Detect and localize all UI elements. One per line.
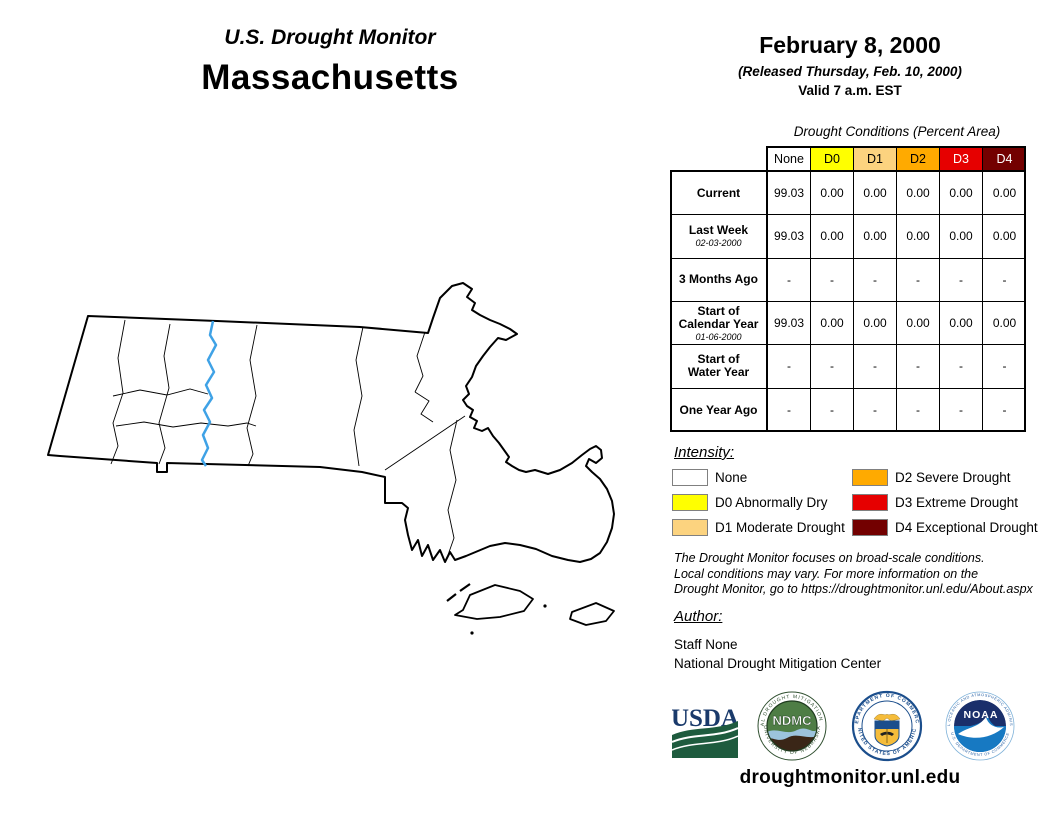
elizabeth-islands — [446, 583, 471, 602]
row-label-one-year-ago: One Year Ago — [670, 388, 768, 432]
release-date: (Released Thursday, Feb. 10, 2000) — [738, 64, 962, 79]
value-cell: 0.00 — [983, 302, 1026, 346]
valid-time: Valid 7 a.m. EST — [798, 83, 902, 98]
value-cell: 0.00 — [897, 215, 940, 259]
intensity-title: Intensity: — [674, 444, 735, 461]
row-label-start-calendar-year: Start of Calendar Year 01-06-2000 — [670, 301, 768, 346]
doc-eagle — [873, 713, 901, 722]
value-cell: - — [897, 388, 940, 432]
value-cell: - — [768, 345, 811, 389]
connecticut-river — [200, 320, 218, 467]
small-island — [470, 631, 474, 635]
disclaimer-text: The Drought Monitor focuses on broad-sca… — [674, 551, 1033, 596]
ndmc-logo: NATIONAL DROUGHT MITIGATION CENTER UNIVE… — [756, 690, 828, 762]
value-cell: - — [940, 258, 983, 302]
value-cell: 99.03 — [768, 172, 811, 216]
value-cell: 0.00 — [854, 215, 897, 259]
small-island — [543, 604, 547, 608]
column-header-d1: D1 — [854, 146, 897, 172]
d1-swatch — [672, 519, 708, 536]
legend-item-none: None — [672, 468, 747, 487]
column-header-none: None — [768, 146, 811, 172]
value-cell: 0.00 — [811, 301, 854, 346]
table-caption: Drought Conditions (Percent Area) — [793, 124, 1001, 139]
table-corner-blank — [670, 146, 768, 172]
row-label-last-week: Last Week 02-03-2000 — [670, 215, 768, 259]
value-cell: - — [768, 258, 811, 302]
legend-item-d1: D1 Moderate Drought — [672, 518, 845, 537]
row-label-start-water-year: Start of Water Year — [670, 345, 768, 389]
value-cell: 0.00 — [940, 172, 983, 216]
d0-swatch — [672, 494, 708, 511]
value-cell: 0.00 — [897, 172, 940, 216]
title-block: U.S. Drought Monitor Massachusetts — [40, 26, 620, 98]
state-name: Massachusetts — [201, 58, 459, 97]
value-cell: - — [983, 259, 1026, 302]
value-cell: 0.00 — [854, 172, 897, 216]
none-swatch — [672, 469, 708, 486]
d2-swatch — [852, 469, 888, 486]
legend-item-d3: D3 Extreme Drought — [852, 493, 1018, 512]
doc-shield — [874, 720, 900, 747]
value-cell: 0.00 — [811, 215, 854, 259]
value-cell: - — [940, 345, 983, 389]
column-header-d2: D2 — [897, 146, 940, 172]
value-cell: - — [854, 345, 897, 389]
drought-conditions-table: None D0 D1 D2 D3 D4 Current 99.03 0.00 0… — [670, 146, 1026, 432]
author-organization: National Drought Mitigation Center — [674, 656, 882, 671]
commerce-seal-logo: DEPARTMENT OF COMMERCE UNITED STATES OF … — [851, 690, 923, 762]
value-cell: - — [1002, 403, 1007, 418]
column-header-d3: D3 — [940, 146, 983, 172]
value-cell: - — [854, 388, 897, 432]
legend-item-d0: D0 Abnormally Dry — [672, 493, 828, 512]
column-header-d0: D0 — [811, 146, 854, 172]
noaa-logo: NATIONAL OCEANIC AND ATMOSPHERIC ADMINIS… — [944, 690, 1016, 762]
author-name: Staff None — [674, 637, 738, 652]
value-cell: - — [854, 258, 897, 302]
value-cell: - — [768, 388, 811, 432]
site-url: droughtmonitor.unl.edu — [739, 767, 961, 788]
value-cell: 0.00 — [983, 172, 1026, 216]
value-cell: - — [897, 345, 940, 389]
legend-item-d2: D2 Severe Drought — [852, 468, 1011, 487]
value-cell: - — [811, 388, 854, 432]
value-cell: 0.00 — [854, 301, 897, 346]
value-cell: 99.03 — [768, 301, 811, 346]
map-date: February 8, 2000 — [759, 32, 941, 58]
nantucket-island — [569, 602, 615, 626]
state-outline — [47, 282, 615, 563]
noaa-text: NOAA — [964, 709, 999, 721]
value-cell: - — [811, 258, 854, 302]
date-block: February 8, 2000 (Released Thursday, Feb… — [672, 32, 1028, 98]
value-cell: 99.03 — [768, 215, 811, 259]
county-borders — [110, 319, 466, 556]
noaa-gull — [958, 717, 1004, 738]
report-title: U.S. Drought Monitor — [224, 26, 436, 49]
legend-item-d4: D4 Exceptional Drought — [852, 518, 1038, 537]
row-label-current: Current — [670, 172, 768, 216]
value-cell: - — [940, 388, 983, 432]
marthas-vineyard-island — [454, 584, 534, 620]
value-cell: - — [811, 345, 854, 389]
value-cell: 0.00 — [811, 172, 854, 216]
ndmc-text: NDMC — [773, 713, 813, 728]
row-label-3-months-ago: 3 Months Ago — [670, 258, 768, 302]
author-title: Author: — [674, 608, 723, 625]
usda-logo: USDA — [672, 702, 738, 758]
value-cell: 0.00 — [940, 301, 983, 346]
d4-swatch — [852, 519, 888, 536]
value-cell: 0.00 — [983, 215, 1026, 259]
value-cell: 0.00 — [940, 215, 983, 259]
massachusetts-map — [47, 282, 615, 635]
value-cell: 0.00 — [897, 301, 940, 346]
column-header-d4: D4 — [983, 146, 1026, 172]
value-cell: - — [983, 345, 1026, 389]
d3-swatch — [852, 494, 888, 511]
value-cell: - — [897, 258, 940, 302]
